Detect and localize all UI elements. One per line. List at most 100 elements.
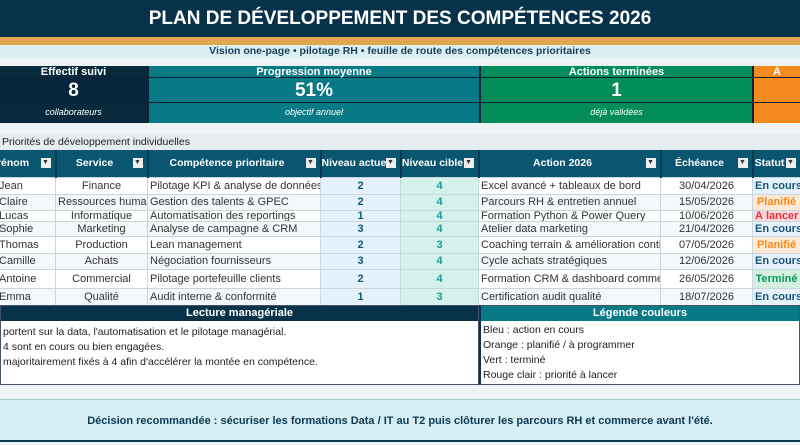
table-row[interactable]: Emma Qualité Audit interne & conformité 1 3 C… — [0, 287, 800, 306]
cell-statut[interactable]: À lancer — [752, 209, 800, 222]
cell-action[interactable]: Excel avancé + tableaux de bord — [478, 176, 661, 195]
cell-service[interactable]: Achats — [55, 252, 148, 270]
cell-prenom[interactable]: Emma — [0, 287, 56, 306]
cell-prenom[interactable]: Jean — [0, 176, 56, 195]
kpi-label: Progression moyenne — [149, 66, 479, 78]
filter-dropdown-icon[interactable]: ▼ — [737, 158, 748, 168]
cell-statut[interactable]: En cours — [752, 287, 800, 306]
filter-dropdown-icon[interactable]: ▼ — [785, 158, 796, 168]
cell-action[interactable]: Certification audit qualité — [478, 287, 661, 306]
cell-prenom[interactable]: Camille — [0, 252, 56, 270]
cell-action[interactable]: Coaching terrain & amélioration continue — [478, 235, 661, 254]
cell-service[interactable]: Qualité — [55, 287, 148, 306]
cell-service[interactable]: Marketing — [55, 220, 148, 237]
cell-service[interactable]: Ressources humaines — [55, 193, 148, 211]
cell-action[interactable]: Formation CRM & dashboard commercial — [478, 268, 661, 289]
cell-competence[interactable]: Analyse de campagne & CRM — [147, 220, 321, 237]
cell-niveau-cible[interactable]: 3 — [400, 287, 479, 306]
cell-niveau-actuel[interactable]: 3 — [320, 220, 401, 237]
cell-niveau-cible[interactable]: 4 — [400, 176, 479, 195]
cell-prenom[interactable]: Antoine — [0, 268, 56, 289]
table-row[interactable]: Antoine Commercial Pilotage portefeuille c… — [0, 268, 800, 289]
cell-service[interactable]: Commercial — [55, 268, 148, 289]
development-table: Prénom▼Service▼Compétence prioritaire▼Ni… — [0, 150, 800, 306]
cell-statut[interactable]: En cours — [752, 252, 800, 270]
cell-service[interactable]: Informatique — [55, 209, 148, 222]
cell-echeance[interactable]: 21/04/2026 — [660, 220, 753, 237]
cell-niveau-cible[interactable]: 3 — [400, 235, 479, 254]
column-header-competence: Compétence prioritaire ▼ — [147, 150, 322, 177]
cell-echeance[interactable]: 12/06/2026 — [660, 252, 753, 270]
cell-action[interactable]: Atelier data marketing — [478, 220, 661, 237]
cell-niveau-actuel[interactable]: 2 — [320, 268, 401, 289]
filter-dropdown-icon[interactable]: ▼ — [305, 158, 316, 168]
cell-niveau-actuel[interactable]: 1 — [320, 287, 401, 306]
cell-competence[interactable]: Lean management — [147, 235, 321, 254]
kpi-label: Effectif suivi — [0, 66, 147, 78]
table-row[interactable]: Lucas Informatique Automatisation des repo… — [0, 209, 800, 222]
cell-niveau-cible[interactable]: 4 — [400, 209, 479, 222]
cell-statut[interactable]: Planifié — [752, 193, 800, 211]
cell-echeance[interactable]: 10/06/2026 — [660, 209, 753, 222]
cell-statut[interactable]: En cours — [752, 176, 800, 195]
cell-echeance[interactable]: 26/05/2026 — [660, 268, 753, 289]
cell-competence[interactable]: Négociation fournisseurs — [147, 252, 321, 270]
cell-niveau-cible[interactable]: 4 — [400, 220, 479, 237]
cell-niveau-cible[interactable]: 4 — [400, 252, 479, 270]
filter-dropdown-icon[interactable]: ▼ — [132, 158, 143, 168]
cell-competence[interactable]: Gestion des talents & GPEC — [147, 193, 321, 211]
cell-echeance[interactable]: 15/05/2026 — [660, 193, 753, 211]
filter-dropdown-icon[interactable]: ▼ — [385, 158, 396, 168]
cell-action[interactable]: Formation Python & Power Query — [478, 209, 661, 222]
decision-banner: Décision recommandée : sécuriser les for… — [0, 399, 800, 442]
table-row[interactable]: Thomas Production Lean management 2 3 Coachin… — [0, 235, 800, 254]
cell-competence[interactable]: Pilotage KPI & analyse de données — [147, 176, 321, 195]
cell-prenom[interactable]: Lucas — [0, 209, 56, 222]
kpi-value: 51% — [149, 78, 479, 103]
cell-competence[interactable]: Pilotage portefeuille clients — [147, 268, 321, 289]
accent-stripe — [0, 37, 800, 45]
kpi-value — [754, 78, 800, 103]
table-row[interactable]: Sophie Marketing Analyse de campagne & CRM… — [0, 220, 800, 237]
lecture-line: 4 sont en cours ou bien engagées. — [3, 341, 165, 353]
kpi-effectif: Effectif suivi 8 collaborateurs — [0, 66, 147, 123]
table-row[interactable]: Camille Achats Négociation fournisseurs 3 4 C… — [0, 252, 800, 270]
column-header-label: Action 2026 — [533, 157, 592, 170]
column-header-label: Échéance — [674, 157, 725, 170]
cell-prenom[interactable]: Claire — [0, 193, 56, 211]
cell-echeance[interactable]: 07/05/2026 — [660, 235, 753, 254]
filter-dropdown-icon[interactable]: ▼ — [40, 158, 51, 168]
legend-line: Rouge clair : priorité à lancer — [483, 369, 618, 381]
cell-statut[interactable]: Terminé — [752, 268, 800, 289]
cell-competence[interactable]: Automatisation des reportings — [147, 209, 321, 222]
filter-dropdown-icon[interactable]: ▼ — [645, 158, 656, 168]
column-header-label: Service — [75, 157, 114, 170]
cell-niveau-actuel[interactable]: 3 — [320, 252, 401, 270]
cell-service[interactable]: Production — [55, 235, 148, 254]
cell-niveau-actuel[interactable]: 2 — [320, 193, 401, 211]
lecture-line: majoritairement fixés à 4 afin d'accélér… — [3, 356, 318, 368]
cell-prenom[interactable]: Sophie — [0, 220, 56, 237]
column-header-echeance: Échéance ▼ — [660, 150, 754, 177]
kpi-value: 8 — [0, 78, 147, 103]
cell-statut[interactable]: Planifié — [752, 235, 800, 254]
legend-line: Vert : terminé — [483, 354, 546, 366]
cell-competence[interactable]: Audit interne & conformité — [147, 287, 321, 306]
cell-action[interactable]: Parcours RH & entretien annuel — [478, 193, 661, 211]
table-row[interactable]: Jean Finance Pilotage KPI & analyse de don… — [0, 176, 800, 195]
page-title: PLAN DE DÉVELOPPEMENT DES COMPÉTENCES 20… — [0, 0, 800, 37]
cell-niveau-cible[interactable]: 4 — [400, 193, 479, 211]
cell-niveau-actuel[interactable]: 2 — [320, 176, 401, 195]
cell-niveau-actuel[interactable]: 1 — [320, 209, 401, 222]
filter-dropdown-icon[interactable]: ▼ — [463, 158, 474, 168]
cell-prenom[interactable]: Thomas — [0, 235, 56, 254]
cell-echeance[interactable]: 18/07/2026 — [660, 287, 753, 306]
cell-echeance[interactable]: 30/04/2026 — [660, 176, 753, 195]
cell-service[interactable]: Finance — [55, 176, 148, 195]
cell-statut[interactable]: En cours — [752, 220, 800, 237]
cell-niveau-cible[interactable]: 4 — [400, 268, 479, 289]
cell-niveau-actuel[interactable]: 2 — [320, 235, 401, 254]
column-header-service: Service ▼ — [55, 150, 149, 177]
cell-action[interactable]: Cycle achats stratégiques — [478, 252, 661, 270]
